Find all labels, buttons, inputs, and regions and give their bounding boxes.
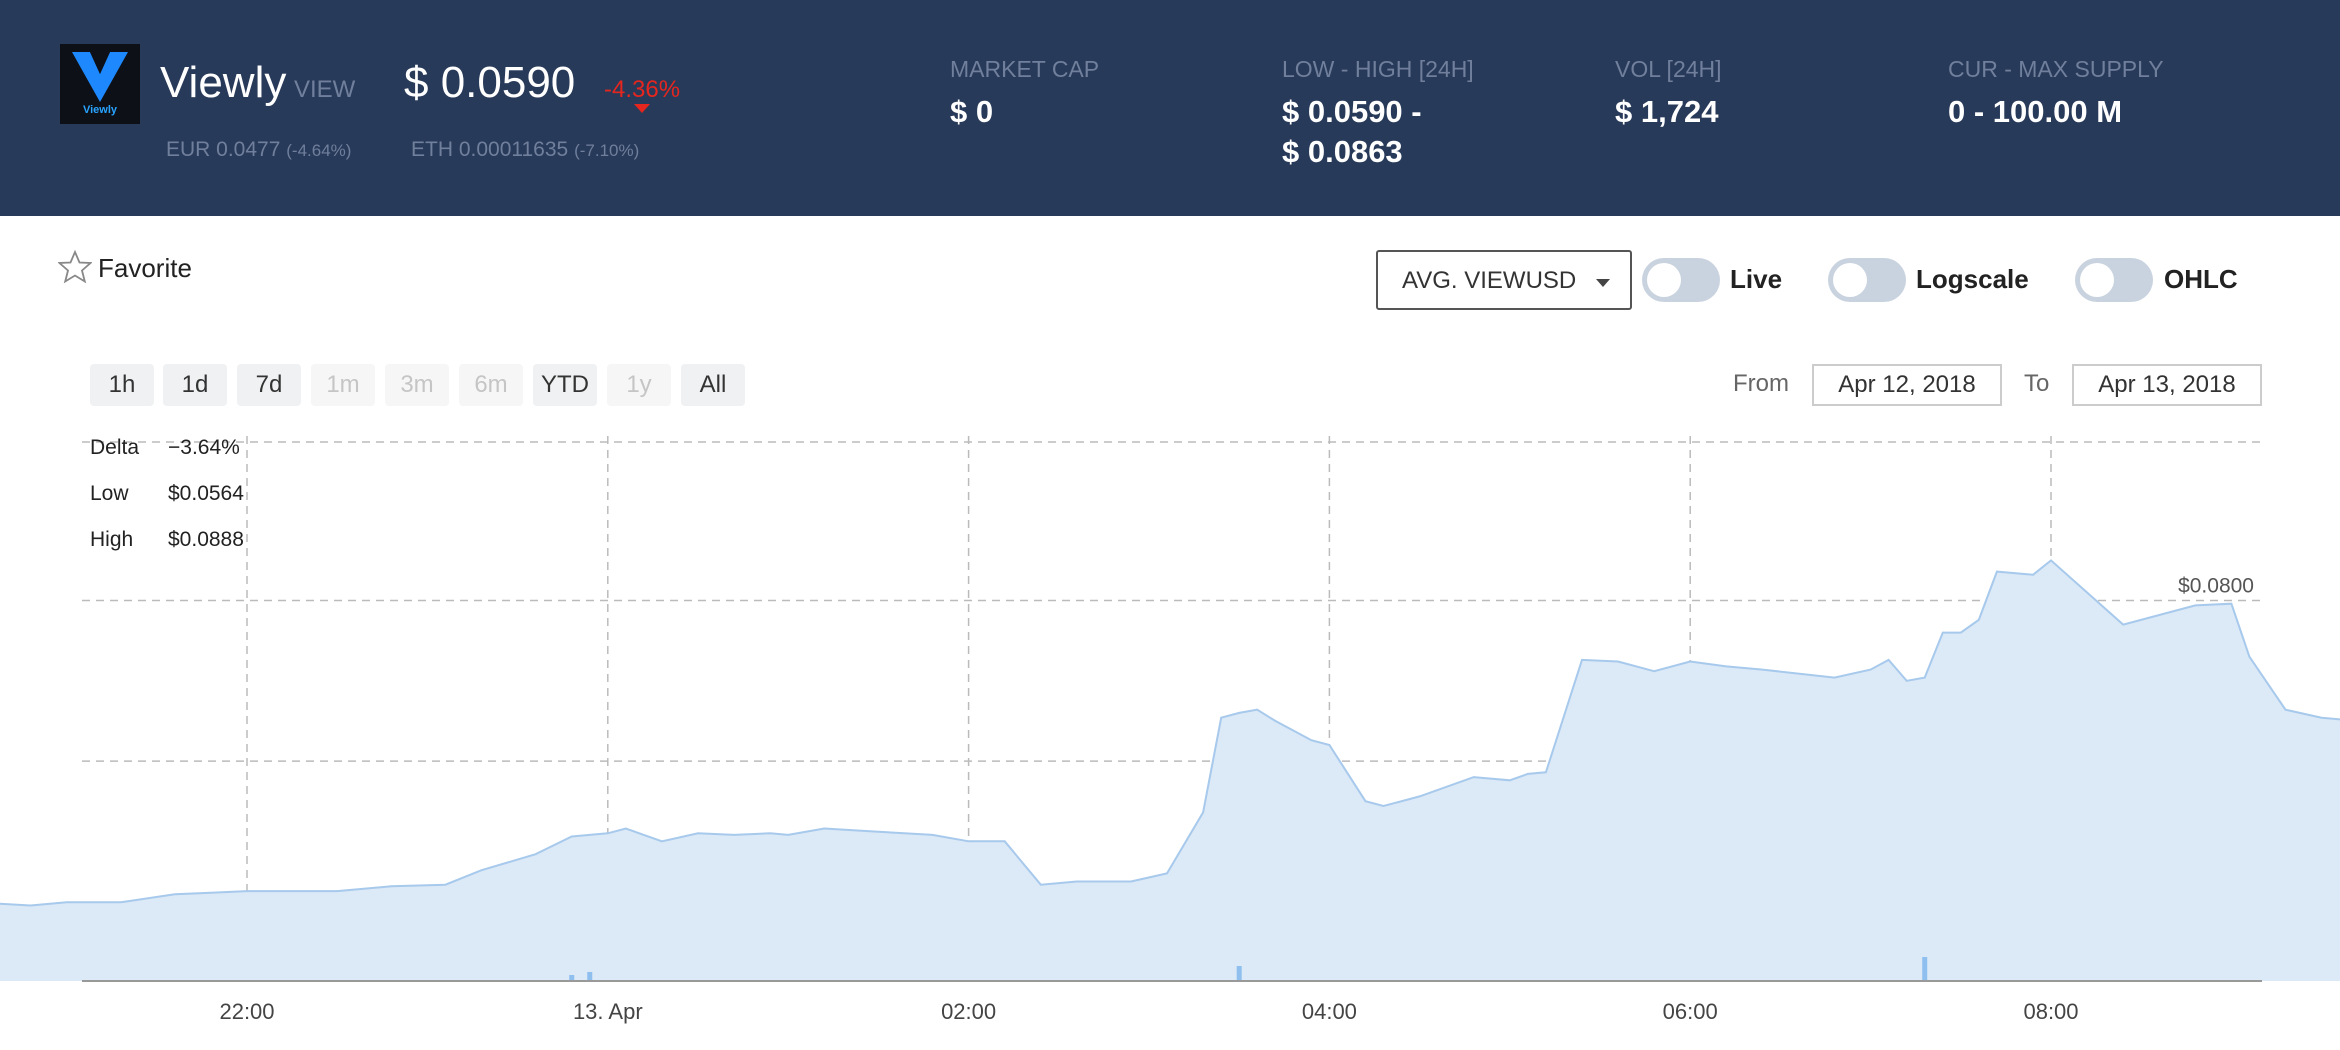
x-tick-label: 02:00 xyxy=(941,999,996,1024)
range-7d[interactable]: 7d xyxy=(237,364,301,406)
delta-value: −3.64% xyxy=(168,436,240,459)
range-3m[interactable]: 3m xyxy=(385,364,449,406)
range-1m[interactable]: 1m xyxy=(311,364,375,406)
from-label: From xyxy=(1733,370,1789,397)
caret-down-icon xyxy=(1596,279,1610,287)
ohlc-toggle[interactable] xyxy=(2075,258,2153,302)
price-line xyxy=(0,559,2340,907)
eth-change: (-7.10%) xyxy=(574,141,640,160)
logo-text: Viewly xyxy=(82,104,118,116)
x-tick-label: 13. Apr xyxy=(573,999,643,1024)
range-1y[interactable]: 1y xyxy=(607,364,671,406)
toggle-knob xyxy=(2080,263,2114,297)
favorite-label[interactable]: Favorite xyxy=(98,253,192,283)
down-arrow-icon xyxy=(634,104,650,113)
range-ytd[interactable]: YTD xyxy=(533,364,597,406)
supply-label: CUR - MAX SUPPLY xyxy=(1948,56,2164,82)
live-toggle[interactable] xyxy=(1642,258,1720,302)
range-1h[interactable]: 1h xyxy=(90,364,154,406)
price-change: -4.36% xyxy=(604,76,681,103)
pair-select[interactable]: AVG. VIEWUSD xyxy=(1376,250,1632,310)
volume-bar xyxy=(587,972,593,981)
high-row: High $0.0888 xyxy=(90,528,244,552)
delta-label: Delta xyxy=(90,436,140,459)
low-high-value: $ 0.0590 - $ 0.0863 xyxy=(1282,92,1422,172)
x-tick-label: 06:00 xyxy=(1663,999,1718,1024)
eth-price: ETH 0.00011635 xyxy=(411,138,569,161)
low-row: Low $0.0564 xyxy=(90,482,244,506)
range-all[interactable]: All xyxy=(681,364,745,406)
to-date-input[interactable]: Apr 13, 2018 xyxy=(2072,364,2262,406)
coin-price: $ 0.0590 xyxy=(404,58,576,107)
eur-price: EUR 0.0477 xyxy=(166,138,281,161)
market-cap-value: $ 0 xyxy=(950,94,994,129)
volume-value: $ 1,724 xyxy=(1615,94,1719,129)
low-high-label: LOW - HIGH [24H] xyxy=(1282,56,1474,82)
eth-price-row: ETH 0.00011635 (-7.10%) xyxy=(411,138,639,162)
volume-bar xyxy=(1236,966,1242,981)
toggle-knob xyxy=(1647,263,1681,297)
price-area xyxy=(0,560,2340,981)
market-cap-label: MARKET CAP xyxy=(950,56,1100,82)
low-high-value-line1: $ 0.0590 - xyxy=(1282,94,1422,129)
live-label: Live xyxy=(1730,264,1783,294)
low-high-value-line2: $ 0.0863 xyxy=(1282,134,1403,169)
x-tick-label: 04:00 xyxy=(1302,999,1357,1024)
logscale-label: Logscale xyxy=(1916,264,2029,294)
from-date-input[interactable]: Apr 12, 2018 xyxy=(1812,364,2002,406)
x-tick-label: 22:00 xyxy=(219,999,274,1024)
logscale-toggle[interactable] xyxy=(1828,258,1906,302)
coin-header: Viewly Viewly VIEW $ 0.0590 -4.36% EUR 0… xyxy=(0,0,2340,216)
ohlc-label: OHLC xyxy=(2164,264,2238,294)
low-value: $0.0564 xyxy=(168,482,244,505)
toggle-knob xyxy=(1833,263,1867,297)
x-tick-label: 08:00 xyxy=(2023,999,2078,1024)
low-label: Low xyxy=(90,482,129,505)
high-value: $0.0888 xyxy=(168,528,244,551)
star-icon[interactable] xyxy=(58,250,92,284)
volume-bar xyxy=(1922,957,1928,981)
supply-value: 0 - 100.00 M xyxy=(1948,94,2123,129)
high-label: High xyxy=(90,528,134,551)
viewly-logo: Viewly xyxy=(60,44,140,124)
volume-bar xyxy=(569,975,575,981)
pair-select-value: AVG. VIEWUSD xyxy=(1402,267,1577,294)
y-tick-label: $0.0800 xyxy=(2178,575,2254,598)
coin-name: Viewly xyxy=(160,58,287,107)
volume-label: VOL [24H] xyxy=(1615,56,1722,82)
to-label: To xyxy=(2024,370,2050,397)
eur-price-row: EUR 0.0477 (-4.64%) xyxy=(166,138,351,162)
range-1d[interactable]: 1d xyxy=(163,364,227,406)
coin-symbol: VIEW xyxy=(294,76,356,103)
eur-change: (-4.64%) xyxy=(286,141,352,160)
delta-row: Delta −3.64% xyxy=(90,436,240,460)
range-6m[interactable]: 6m xyxy=(459,364,523,406)
